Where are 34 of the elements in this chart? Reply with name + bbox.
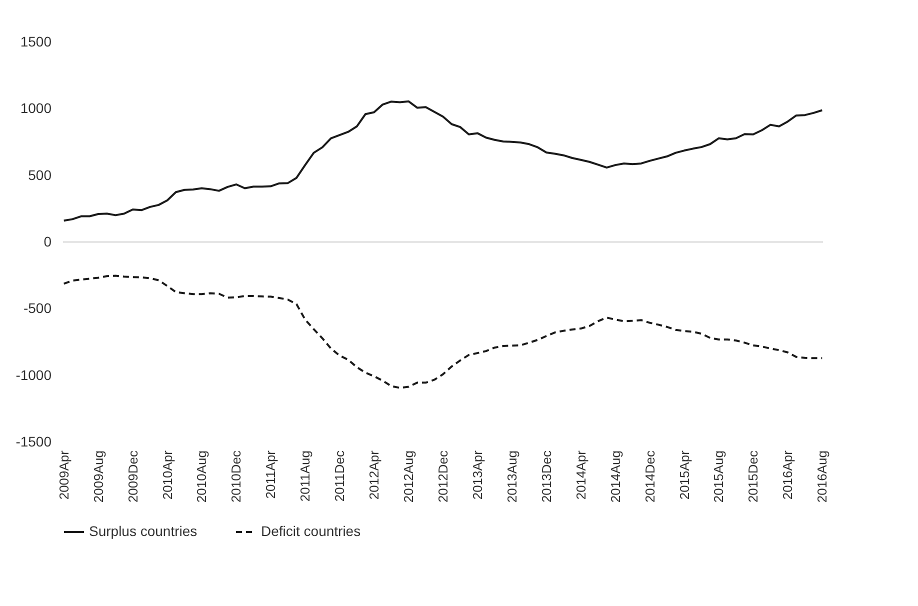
x-tick-label: 2011Aug	[298, 450, 313, 502]
x-tick-label: 2012Dec	[436, 450, 450, 503]
legend-label: Deficit countries	[261, 523, 361, 539]
x-tick-label: 2011Dec	[332, 450, 348, 502]
x-tick-label: 2016Aug	[814, 450, 830, 503]
y-tick-label: 1500	[20, 34, 52, 50]
x-tick-label: 2015Apr	[676, 450, 692, 500]
x-tick-label: 2016Apr	[780, 450, 796, 500]
y-tick-label: -1000	[16, 366, 52, 383]
x-tick-label: 2012Apr	[366, 450, 382, 500]
x-tick-label: 2013Dec	[538, 450, 554, 503]
line-series	[62, 100, 824, 222]
x-tick-label: 2009Dec	[125, 450, 140, 503]
y-tick-label: 1000	[20, 100, 52, 116]
x-tick-label: 2014Dec	[642, 450, 658, 503]
x-tick-label: 2014Aug	[608, 450, 623, 503]
x-tick-label: 2013Aug	[504, 450, 520, 503]
x-tick-label: 2014Apr	[573, 450, 588, 500]
line-series	[62, 274, 824, 389]
x-tick-label: 2011Apr	[263, 450, 278, 499]
legend-label: Surplus countries	[89, 523, 198, 539]
x-tick-label: 2015Aug	[711, 450, 726, 503]
x-tick-label: 2010Dec	[228, 450, 244, 503]
y-tick-label: -500	[23, 300, 52, 316]
x-tick-label: 2010Apr	[160, 450, 175, 500]
x-tick-label: 2010Aug	[194, 450, 210, 503]
x-tick-label: 2009Aug	[90, 450, 106, 503]
y-tick-label: -1500	[16, 434, 52, 450]
x-tick-label: 2012Aug	[401, 450, 416, 503]
x-tick-label: 2013Apr	[470, 450, 485, 500]
x-tick-label: 2015Dec	[746, 450, 761, 503]
x-tick-label: 2009Apr	[56, 450, 72, 500]
y-tick-label: 0	[44, 234, 52, 250]
y-tick-label: 500	[28, 166, 52, 183]
